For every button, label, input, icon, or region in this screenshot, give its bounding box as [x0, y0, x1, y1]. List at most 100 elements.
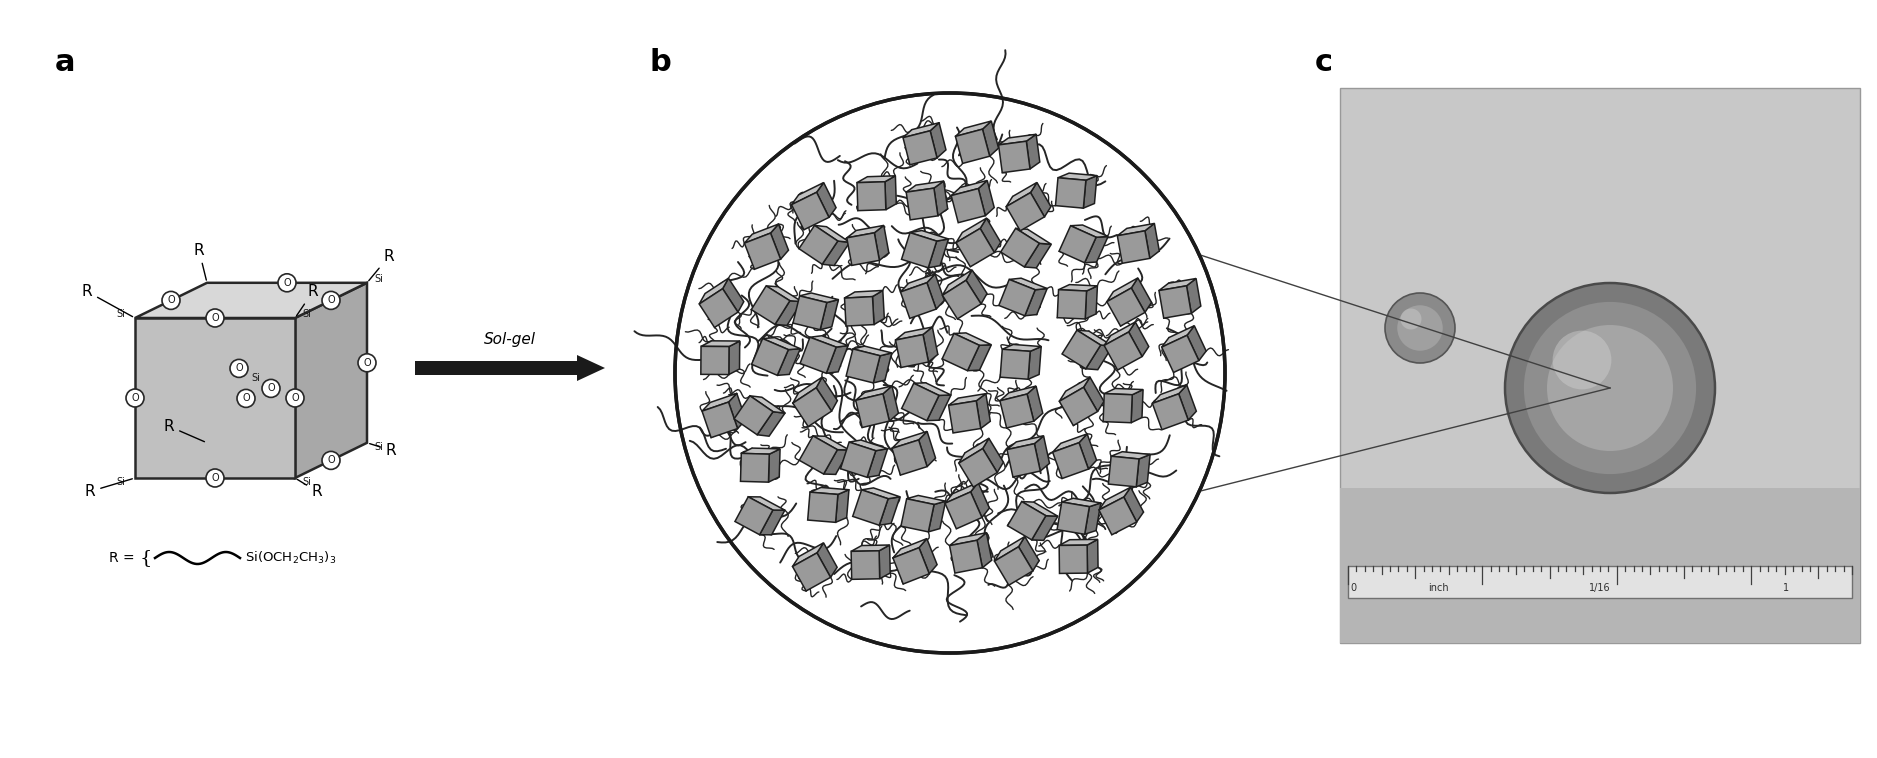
Circle shape — [1547, 325, 1672, 451]
Polygon shape — [800, 293, 839, 302]
Text: O: O — [242, 393, 250, 403]
Text: c: c — [1316, 48, 1333, 77]
Polygon shape — [745, 224, 779, 243]
Polygon shape — [728, 393, 745, 428]
Polygon shape — [858, 176, 895, 183]
Polygon shape — [800, 225, 837, 265]
Text: b: b — [649, 48, 672, 77]
Polygon shape — [816, 543, 837, 578]
Polygon shape — [811, 487, 848, 494]
Polygon shape — [1015, 228, 1051, 244]
Text: R: R — [193, 243, 206, 280]
Polygon shape — [723, 278, 743, 312]
Polygon shape — [1059, 540, 1098, 546]
Polygon shape — [1083, 377, 1104, 412]
Polygon shape — [944, 483, 978, 503]
Polygon shape — [923, 327, 938, 362]
Text: R: R — [163, 419, 205, 442]
Polygon shape — [1104, 332, 1141, 370]
Polygon shape — [999, 280, 1036, 316]
Polygon shape — [1117, 231, 1151, 263]
Polygon shape — [1021, 502, 1059, 516]
Polygon shape — [1085, 236, 1107, 263]
Polygon shape — [824, 449, 850, 475]
Circle shape — [359, 354, 375, 372]
Polygon shape — [1053, 434, 1087, 453]
Polygon shape — [1136, 455, 1151, 487]
Polygon shape — [1079, 434, 1096, 469]
Polygon shape — [955, 218, 987, 243]
Polygon shape — [792, 388, 832, 427]
Bar — [1348, 566, 1853, 598]
Polygon shape — [1085, 286, 1098, 319]
Polygon shape — [1000, 394, 1034, 428]
Polygon shape — [734, 396, 773, 435]
Polygon shape — [978, 533, 991, 568]
Polygon shape — [792, 296, 826, 330]
Polygon shape — [929, 501, 946, 532]
Text: O: O — [283, 277, 291, 288]
Polygon shape — [751, 286, 790, 324]
Polygon shape — [845, 296, 875, 326]
Polygon shape — [955, 228, 995, 267]
Polygon shape — [702, 402, 738, 437]
Polygon shape — [820, 299, 839, 330]
Polygon shape — [792, 377, 822, 403]
Polygon shape — [1077, 330, 1113, 346]
Text: O: O — [167, 296, 175, 305]
Polygon shape — [751, 396, 785, 413]
Polygon shape — [736, 496, 773, 534]
Polygon shape — [984, 438, 1004, 472]
Polygon shape — [815, 225, 850, 243]
Polygon shape — [700, 341, 740, 346]
Polygon shape — [892, 440, 927, 475]
Polygon shape — [847, 225, 884, 238]
Polygon shape — [970, 483, 989, 518]
Polygon shape — [950, 540, 982, 573]
Text: R =: R = — [109, 551, 135, 565]
Polygon shape — [1025, 243, 1051, 268]
Text: Si: Si — [302, 477, 312, 487]
Ellipse shape — [676, 93, 1226, 653]
Polygon shape — [884, 176, 897, 210]
Circle shape — [126, 389, 145, 407]
Polygon shape — [980, 218, 1000, 252]
Polygon shape — [848, 440, 888, 451]
Polygon shape — [995, 547, 1032, 585]
Bar — [415, 361, 576, 375]
Polygon shape — [816, 183, 835, 218]
Polygon shape — [1059, 377, 1091, 401]
Polygon shape — [1158, 286, 1192, 318]
Text: a: a — [54, 48, 75, 77]
Polygon shape — [841, 442, 877, 478]
Polygon shape — [931, 123, 946, 158]
Polygon shape — [1027, 134, 1040, 169]
Text: O: O — [291, 393, 298, 403]
Polygon shape — [1059, 387, 1098, 425]
Polygon shape — [878, 496, 899, 525]
Polygon shape — [1034, 436, 1049, 471]
Polygon shape — [800, 337, 835, 373]
Polygon shape — [847, 233, 880, 265]
Polygon shape — [850, 551, 880, 579]
Polygon shape — [942, 334, 980, 371]
Polygon shape — [1010, 278, 1047, 290]
Polygon shape — [978, 180, 995, 216]
Polygon shape — [1008, 436, 1044, 449]
Polygon shape — [1085, 503, 1100, 534]
Polygon shape — [999, 141, 1030, 173]
Polygon shape — [1062, 498, 1100, 506]
Polygon shape — [1085, 345, 1113, 370]
Polygon shape — [1087, 540, 1098, 573]
Polygon shape — [756, 412, 785, 436]
Polygon shape — [1057, 290, 1087, 319]
Circle shape — [237, 390, 255, 407]
Polygon shape — [903, 123, 938, 138]
Text: Si: Si — [252, 374, 261, 384]
Polygon shape — [929, 239, 948, 268]
Polygon shape — [927, 395, 952, 421]
Polygon shape — [576, 355, 604, 381]
Polygon shape — [822, 241, 850, 265]
Circle shape — [206, 309, 223, 327]
Polygon shape — [948, 401, 980, 433]
